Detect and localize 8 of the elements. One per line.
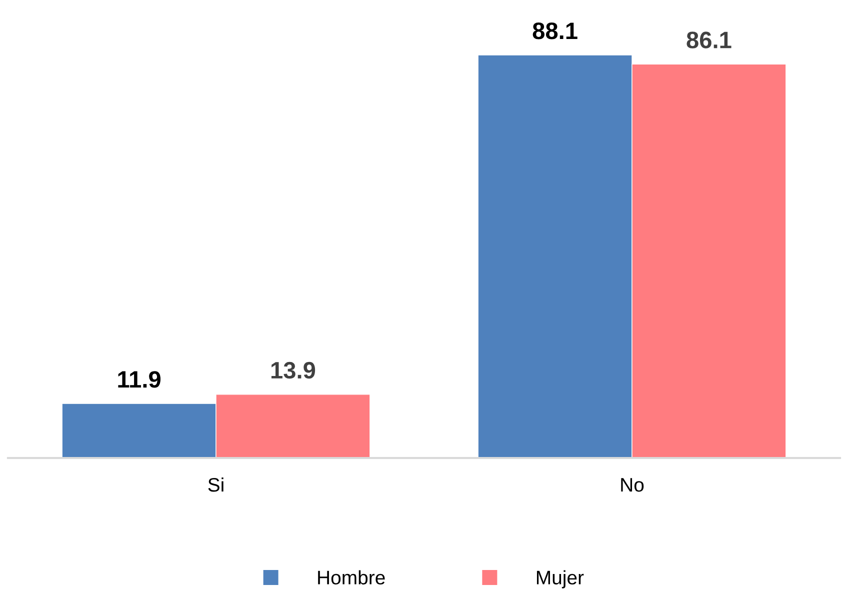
legend-label: Hombre <box>318 570 385 584</box>
data-label: 88.1 <box>532 22 578 40</box>
data-label: 13.9 <box>271 362 316 379</box>
x-tick-label: No <box>621 478 644 492</box>
data-label: 86.1 <box>686 32 732 48</box>
data-label: 11.9 <box>118 371 160 388</box>
x-tick-label: Si <box>208 477 224 492</box>
legend-label: Mujer <box>536 570 584 588</box>
